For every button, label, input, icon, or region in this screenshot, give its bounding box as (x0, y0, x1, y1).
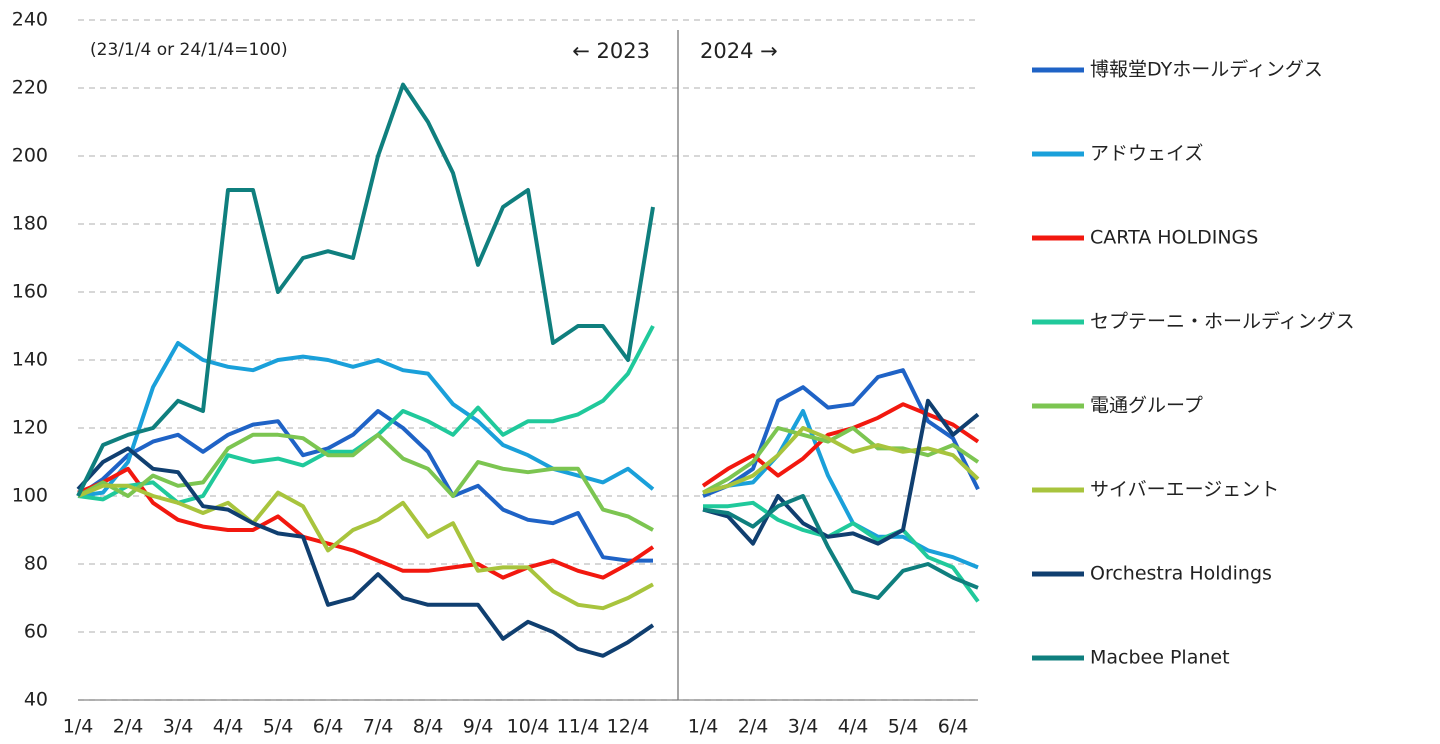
legend-label: サイバーエージェント (1090, 479, 1279, 501)
x-tick-label: 1/4 (688, 716, 719, 738)
x-tick-label: 12/4 (607, 716, 650, 738)
x-tick-label: 4/4 (213, 716, 244, 738)
series-line (77, 402, 980, 580)
x-tick-label: 7/4 (363, 716, 394, 738)
series-line (77, 426, 980, 611)
x-tick-label: 4/4 (838, 716, 869, 738)
y-tick-label: 160 (12, 281, 48, 303)
legend-label: 博報堂DYホールディングス (1090, 59, 1323, 81)
y-tick-label: 60 (24, 621, 48, 643)
series-line (76, 398, 980, 658)
series-line (76, 368, 980, 563)
x-tick-label: 3/4 (163, 716, 194, 738)
x-tick-label: 8/4 (413, 716, 444, 738)
y-tick-label: 40 (24, 689, 48, 711)
legend-label: セプテーニ・ホールディングス (1090, 311, 1355, 333)
x-tick-label: 3/4 (788, 716, 819, 738)
x-tick-label: 6/4 (938, 716, 969, 738)
x-tick-label: 2/4 (738, 716, 769, 738)
series-line (76, 82, 979, 600)
legend-label: Orchestra Holdings (1090, 563, 1272, 585)
y-tick-label: 200 (12, 145, 48, 167)
x-tick-label: 1/4 (63, 716, 94, 738)
x-tick-label: 10/4 (507, 716, 550, 738)
y-tick-label: 240 (12, 9, 48, 31)
y-tick-label: 100 (12, 485, 48, 507)
legend-label: CARTA HOLDINGS (1090, 227, 1258, 249)
x-tick-label: 2/4 (113, 716, 144, 738)
x-tick-label: 5/4 (263, 716, 294, 738)
y-tick-label: 180 (12, 213, 48, 235)
y-tick-label: 80 (24, 553, 48, 575)
annotation: 2024 → (700, 39, 778, 63)
series-line (77, 426, 980, 532)
note: (23/1/4 or 24/1/4=100) (90, 40, 288, 60)
x-tick-label: 9/4 (463, 716, 494, 738)
x-tick-label: 5/4 (888, 716, 919, 738)
y-tick-label: 120 (12, 417, 48, 439)
annotation: ← 2023 (572, 39, 650, 63)
y-tick-label: 140 (12, 349, 48, 371)
legend-label: アドウェイズ (1090, 143, 1203, 165)
x-tick-label: 6/4 (313, 716, 344, 738)
legend-label: 電通グループ (1090, 395, 1203, 417)
y-tick-label: 220 (12, 77, 48, 99)
x-tick-label: 11/4 (557, 716, 600, 738)
series-line (77, 325, 980, 603)
legend-label: Macbee Planet (1090, 647, 1230, 669)
